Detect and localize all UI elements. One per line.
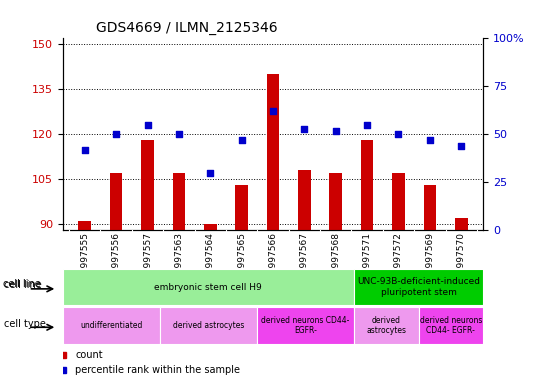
Bar <box>392 174 405 230</box>
Text: GSM997567: GSM997567 <box>300 232 309 287</box>
Text: GSM997564: GSM997564 <box>206 232 215 287</box>
Point <box>238 137 246 143</box>
Text: GSM997555: GSM997555 <box>80 232 89 287</box>
Text: GSM997566: GSM997566 <box>269 232 277 287</box>
Point <box>269 108 277 114</box>
Text: GSM997556: GSM997556 <box>111 232 121 287</box>
Bar <box>257 307 354 344</box>
Bar <box>329 174 342 230</box>
Point <box>331 127 340 134</box>
Text: GSM997572: GSM997572 <box>394 232 403 287</box>
Text: cell line: cell line <box>3 279 40 289</box>
Bar <box>79 222 91 230</box>
Bar <box>424 185 436 230</box>
Bar <box>141 141 154 230</box>
Bar <box>354 269 483 305</box>
Bar <box>235 185 248 230</box>
Text: undifferentiated: undifferentiated <box>80 321 143 330</box>
Bar <box>204 224 217 230</box>
Bar <box>455 218 467 230</box>
Point <box>175 131 183 137</box>
Text: derived neurons
CD44- EGFR-: derived neurons CD44- EGFR- <box>420 316 482 335</box>
Bar <box>110 174 122 230</box>
Bar <box>173 174 185 230</box>
Bar <box>354 307 419 344</box>
Point <box>206 170 215 176</box>
Text: GSM997570: GSM997570 <box>457 232 466 287</box>
Point <box>394 131 403 137</box>
Text: cell line: cell line <box>4 280 41 290</box>
Bar <box>419 307 483 344</box>
Text: percentile rank within the sample: percentile rank within the sample <box>75 366 240 376</box>
Text: GSM997568: GSM997568 <box>331 232 340 287</box>
Text: embryonic stem cell H9: embryonic stem cell H9 <box>155 283 262 291</box>
Bar <box>267 74 279 230</box>
Text: GSM997571: GSM997571 <box>363 232 372 287</box>
Point <box>143 122 152 128</box>
Point <box>457 143 466 149</box>
Point <box>80 147 89 153</box>
Text: UNC-93B-deficient-induced
pluripotent stem: UNC-93B-deficient-induced pluripotent st… <box>357 277 480 297</box>
Point <box>425 137 434 143</box>
Bar <box>160 307 257 344</box>
Text: GDS4669 / ILMN_2125346: GDS4669 / ILMN_2125346 <box>97 21 278 35</box>
Text: derived neurons CD44-
EGFR-: derived neurons CD44- EGFR- <box>261 316 349 335</box>
Text: GSM997557: GSM997557 <box>143 232 152 287</box>
Bar <box>63 307 160 344</box>
Point <box>363 122 371 128</box>
Text: GSM997563: GSM997563 <box>174 232 183 287</box>
Bar <box>361 141 373 230</box>
Text: GSM997569: GSM997569 <box>425 232 435 287</box>
Text: GSM997565: GSM997565 <box>237 232 246 287</box>
Bar <box>298 170 311 230</box>
Point <box>300 126 308 132</box>
Text: cell type: cell type <box>4 319 46 329</box>
Point <box>112 131 121 137</box>
Text: derived astrocytes: derived astrocytes <box>173 321 244 330</box>
Bar <box>63 269 354 305</box>
Text: derived
astrocytes: derived astrocytes <box>366 316 406 335</box>
Text: count: count <box>75 350 103 360</box>
